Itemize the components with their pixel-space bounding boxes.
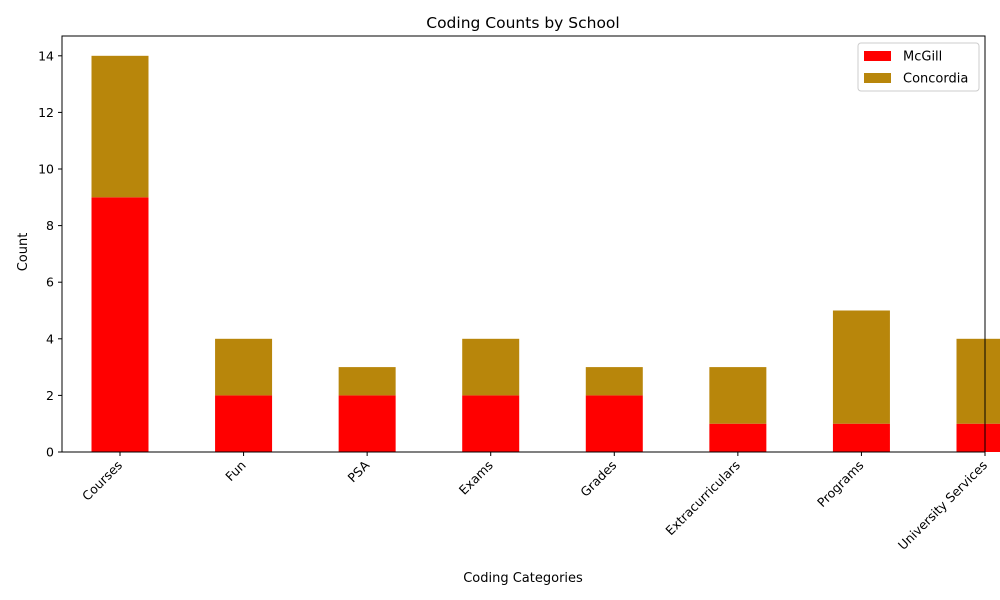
x-tick-label: Programs — [814, 458, 867, 511]
y-tick-label: 6 — [46, 275, 54, 290]
bar-concordia-university-services — [956, 338, 1000, 424]
x-tick-label: Grades — [577, 458, 619, 500]
y-tick-label: 4 — [46, 331, 54, 346]
bar-mcgill-programs — [832, 423, 890, 452]
bars-layer — [91, 55, 1000, 452]
legend-label-mcgill: McGill — [903, 50, 942, 65]
bar-concordia-fun — [215, 338, 273, 396]
legend-label-concordia: Concordia — [903, 72, 968, 87]
bar-concordia-exams — [462, 338, 520, 396]
bar-concordia-extracurriculars — [709, 367, 767, 424]
y-tick-label: 8 — [46, 218, 54, 233]
y-tick-label: 0 — [46, 445, 54, 460]
y-tick-label: 10 — [38, 162, 54, 177]
bar-concordia-psa — [338, 367, 396, 396]
plot-frame — [61, 35, 986, 453]
legend-swatch-concordia — [864, 73, 891, 83]
bar-concordia-programs — [832, 310, 890, 424]
y-axis: 0 2 4 6 8 10 12 14 — [38, 48, 62, 460]
legend-swatch-mcgill — [864, 51, 891, 61]
x-tick-label: Fun — [222, 458, 248, 484]
bar-concordia-courses — [91, 55, 149, 198]
y-axis-label: Count — [16, 233, 31, 272]
y-tick-label: 2 — [46, 388, 54, 403]
bar-mcgill-psa — [338, 395, 396, 452]
x-tick-label: Courses — [79, 458, 125, 504]
bar-concordia-grades — [585, 367, 643, 396]
bar-mcgill-fun — [215, 395, 273, 452]
x-tick-label: University Services — [895, 458, 990, 553]
bar-mcgill-courses — [91, 197, 149, 452]
bar-mcgill-university-services — [956, 423, 1000, 452]
y-tick-label: 12 — [38, 105, 54, 120]
bar-mcgill-extracurriculars — [709, 423, 767, 452]
x-tick-label: Extracurriculars — [662, 458, 743, 539]
bar-mcgill-grades — [585, 395, 643, 452]
x-tick-label: PSA — [344, 457, 372, 485]
legend: McGill Concordia — [857, 42, 980, 92]
y-tick-label: 14 — [38, 48, 54, 63]
x-tick-label: Exams — [456, 458, 496, 498]
x-axis-label: Coding Categories — [463, 571, 583, 586]
chart-title: Coding Counts by School — [426, 14, 619, 32]
x-axis: Courses Fun PSA Exams Grades Extracurriculars… — [79, 452, 990, 553]
bar-mcgill-exams — [462, 395, 520, 452]
